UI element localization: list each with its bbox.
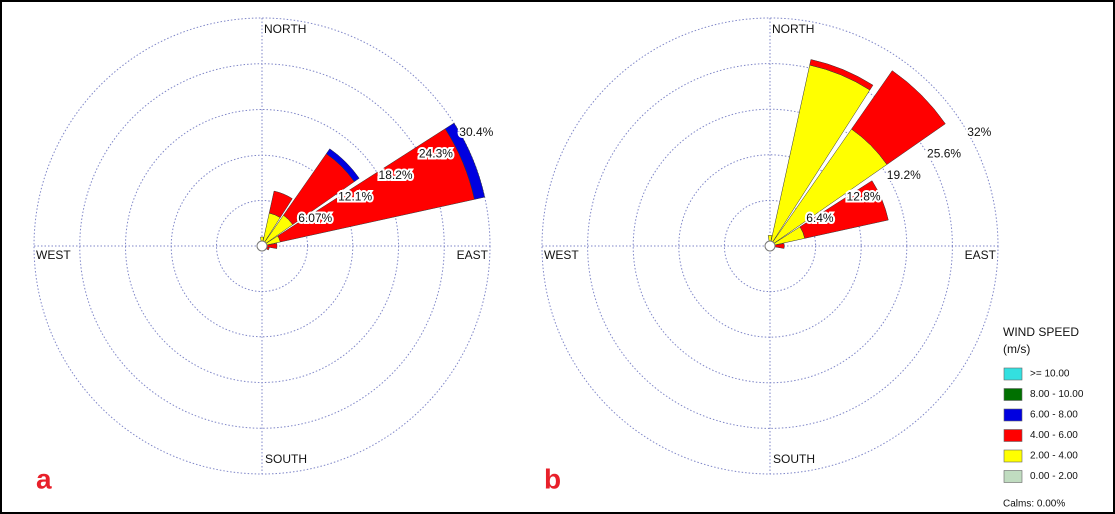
legend-swatch (1003, 470, 1023, 483)
wind-wedge (799, 180, 889, 239)
compass-label: NORTH (264, 22, 306, 36)
legend-swatch (1003, 367, 1023, 381)
compass-label: SOUTH (773, 452, 815, 466)
ring-label: 18.2% (379, 168, 413, 182)
ring (33, 17, 491, 475)
panel-label: a (36, 463, 52, 494)
compass-label: EAST (457, 248, 489, 262)
ring (125, 109, 399, 383)
panel-label: b (544, 463, 561, 494)
wind-wedge (268, 190, 293, 218)
ring-label: 12.8% (847, 189, 881, 203)
wind-wedge (261, 243, 278, 249)
ring-label: 32% (967, 125, 991, 139)
legend-label: 0.00 - 2.00 (1030, 471, 1078, 482)
ring-label: 12.1% (338, 190, 372, 204)
legend-label: 2.00 - 4.00 (1030, 451, 1078, 462)
ring (215, 199, 309, 293)
ring-label: 19.2% (887, 168, 921, 182)
center-hub (764, 240, 776, 252)
ring (678, 154, 862, 338)
legend-title: WIND SPEED (1003, 325, 1079, 339)
compass-label: WEST (36, 248, 71, 262)
legend-label: 6.00 - 8.00 (1030, 410, 1078, 421)
compass-label: SOUTH (265, 452, 307, 466)
wind-wedge (809, 59, 874, 91)
ring-label: 30.4% (459, 125, 493, 139)
wind-wedge (444, 122, 486, 200)
compass-label: EAST (965, 248, 997, 262)
ring (79, 63, 445, 429)
ring-label: 24.3% (419, 147, 453, 161)
legend-label: 4.00 - 6.00 (1030, 430, 1078, 441)
ring (632, 108, 908, 384)
compass-label: NORTH (772, 22, 814, 36)
ring (587, 63, 953, 429)
legend-swatch (1003, 388, 1023, 401)
ring-label: 6.07% (298, 211, 332, 225)
legend-swatch (1003, 429, 1023, 442)
wind-wedge (325, 148, 360, 183)
ring-label: 6.4% (806, 211, 834, 225)
legend-label: 8.00 - 10.00 (1030, 389, 1084, 400)
wind-wedge (851, 70, 946, 165)
ring (723, 199, 817, 293)
compass-label: WEST (544, 248, 579, 262)
legend-swatch (1003, 449, 1023, 463)
ring (541, 17, 999, 475)
calms-note: Calms: 0.00% (1003, 499, 1065, 510)
legend-label: >= 10.00 (1030, 369, 1070, 380)
legend-unit: (m/s) (1003, 342, 1030, 356)
ring (170, 154, 354, 338)
ring-label: 25.6% (927, 147, 961, 161)
center-hub (256, 240, 268, 252)
legend-swatch (1003, 408, 1023, 422)
